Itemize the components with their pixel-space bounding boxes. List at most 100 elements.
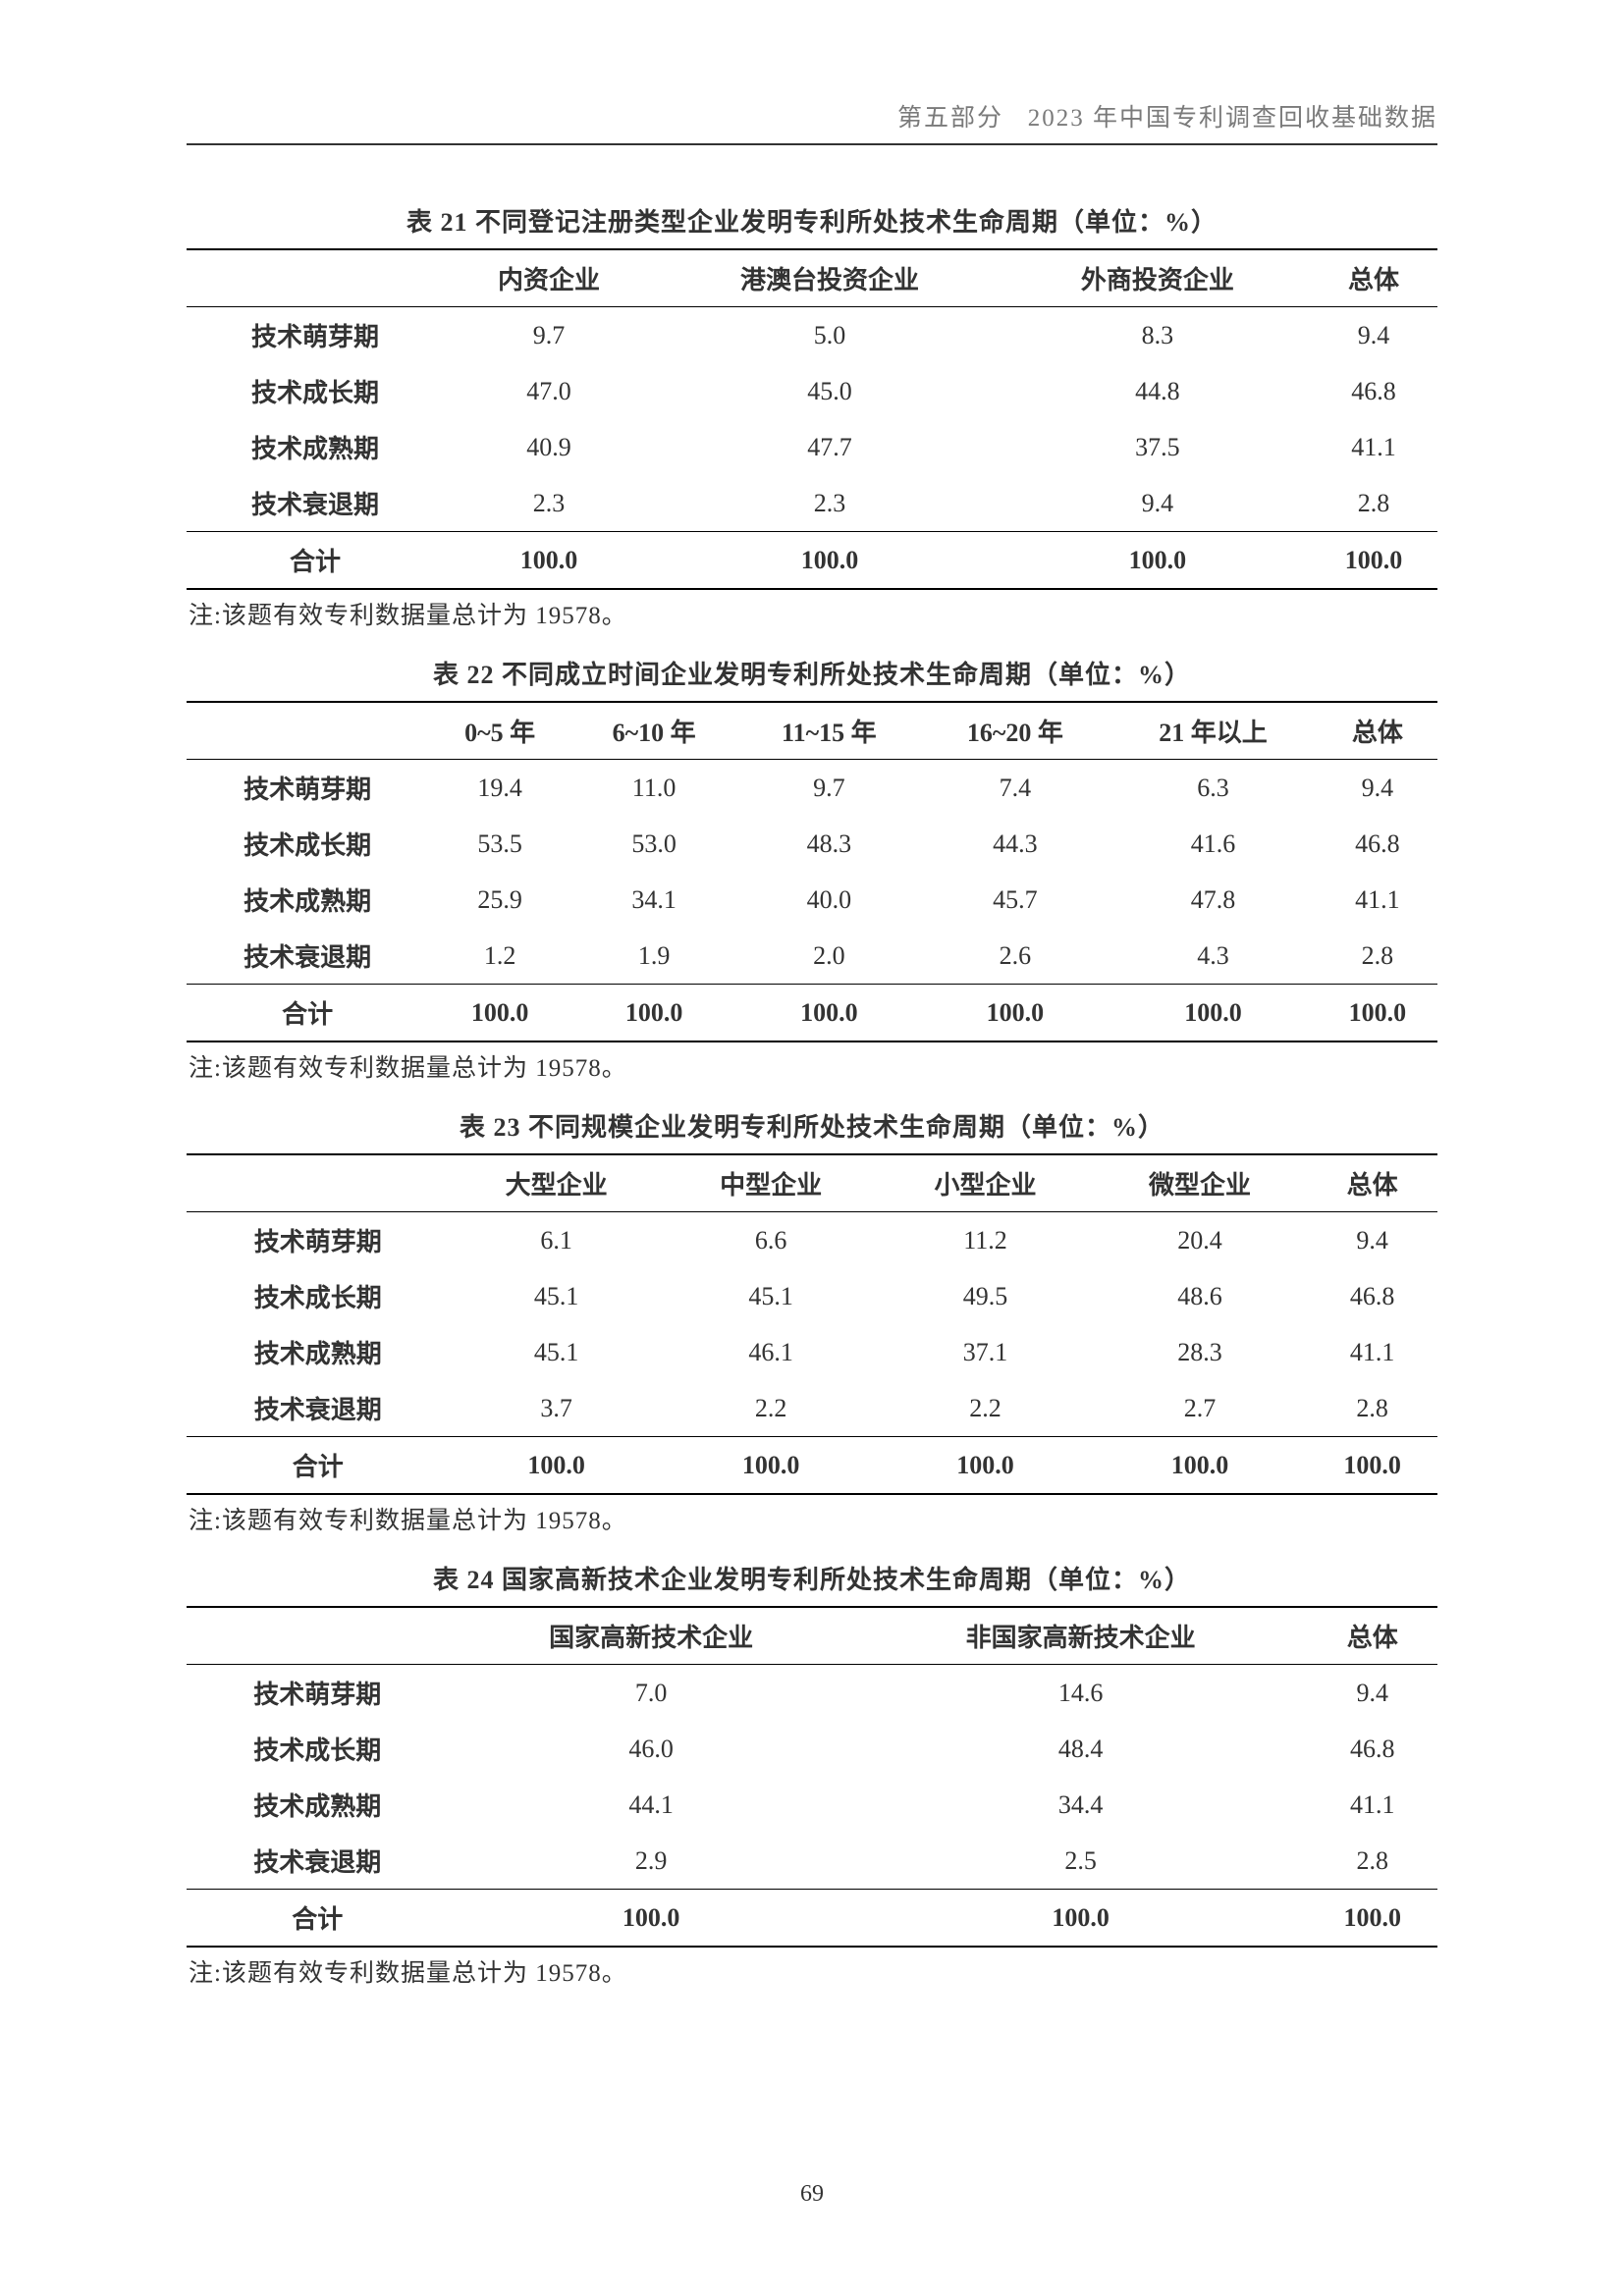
data-cell: 45.1 (449, 1324, 663, 1380)
data-cell: 5.0 (654, 307, 1005, 364)
data-cell: 25.9 (428, 872, 571, 928)
data-cell: 45.1 (449, 1268, 663, 1324)
data-cell: 2.8 (1318, 928, 1437, 985)
data-cell: 9.4 (1318, 760, 1437, 817)
data-cell: 2.5 (854, 1833, 1308, 1890)
data-cell: 7.4 (922, 760, 1110, 817)
data-cell: 44.1 (449, 1777, 854, 1833)
data-cell: 41.1 (1318, 872, 1437, 928)
data-cell: 9.7 (736, 760, 921, 817)
data-cell: 2.7 (1093, 1380, 1307, 1437)
row-label: 技术萌芽期 (187, 1212, 449, 1269)
table-21: 内资企业港澳台投资企业外商投资企业总体技术萌芽期9.75.08.39.4技术成长… (187, 248, 1437, 590)
data-cell: 100.0 (1093, 1437, 1307, 1495)
column-header: 港澳台投资企业 (654, 249, 1005, 307)
table-22-title: 表 22 不同成立时间企业发明专利所处技术生命周期（单位：%） (187, 655, 1437, 691)
column-header: 中型企业 (664, 1154, 878, 1212)
row-label: 技术成熟期 (187, 872, 428, 928)
row-label: 合计 (187, 532, 444, 590)
page-header: 第五部分 2023 年中国专利调查回收基础数据 (187, 98, 1437, 145)
column-header: 总体 (1310, 249, 1437, 307)
row-label: 合计 (187, 1890, 449, 1948)
data-cell: 20.4 (1093, 1212, 1307, 1269)
data-cell: 34.1 (571, 872, 736, 928)
data-cell: 4.3 (1109, 928, 1317, 985)
data-cell: 45.1 (664, 1268, 878, 1324)
data-cell: 100.0 (1307, 1437, 1437, 1495)
data-cell: 46.8 (1318, 816, 1437, 872)
data-cell: 9.4 (1308, 1665, 1437, 1722)
column-header: 总体 (1308, 1607, 1437, 1665)
data-cell: 2.3 (654, 475, 1005, 532)
data-cell: 47.8 (1109, 872, 1317, 928)
data-cell: 48.6 (1093, 1268, 1307, 1324)
data-cell: 100.0 (1318, 985, 1437, 1042)
data-cell: 7.0 (449, 1665, 854, 1722)
data-cell: 37.5 (1005, 419, 1310, 475)
row-label: 技术成熟期 (187, 1324, 449, 1380)
data-cell: 53.0 (571, 816, 736, 872)
data-cell: 100.0 (922, 985, 1110, 1042)
data-cell: 100.0 (878, 1437, 1092, 1495)
row-label: 技术萌芽期 (187, 307, 444, 364)
row-label: 技术萌芽期 (187, 760, 428, 817)
row-label: 合计 (187, 985, 428, 1042)
row-label: 技术衰退期 (187, 1380, 449, 1437)
data-cell: 100.0 (654, 532, 1005, 590)
data-cell: 9.4 (1310, 307, 1437, 364)
data-cell: 11.0 (571, 760, 736, 817)
data-cell: 8.3 (1005, 307, 1310, 364)
column-header (187, 702, 428, 760)
header-title: 2023 年中国专利调查回收基础数据 (1028, 105, 1437, 132)
table-24: 国家高新技术企业非国家高新技术企业总体技术萌芽期7.014.69.4技术成长期4… (187, 1606, 1437, 1948)
data-cell: 37.1 (878, 1324, 1092, 1380)
column-header (187, 1607, 449, 1665)
data-cell: 100.0 (571, 985, 736, 1042)
data-cell: 3.7 (449, 1380, 663, 1437)
row-label: 技术衰退期 (187, 1833, 449, 1890)
data-cell: 2.0 (736, 928, 921, 985)
data-cell: 46.8 (1310, 363, 1437, 419)
data-cell: 9.4 (1307, 1212, 1437, 1269)
data-cell: 100.0 (449, 1890, 854, 1948)
column-header (187, 249, 444, 307)
data-cell: 28.3 (1093, 1324, 1307, 1380)
column-header: 11~15 年 (736, 702, 921, 760)
data-cell: 2.9 (449, 1833, 854, 1890)
data-cell: 100.0 (1308, 1890, 1437, 1948)
row-label: 技术衰退期 (187, 475, 444, 532)
table-22: 0~5 年6~10 年11~15 年16~20 年21 年以上总体技术萌芽期19… (187, 701, 1437, 1042)
data-cell: 44.3 (922, 816, 1110, 872)
data-cell: 46.0 (449, 1721, 854, 1777)
data-cell: 19.4 (428, 760, 571, 817)
data-cell: 40.9 (444, 419, 654, 475)
data-cell: 53.5 (428, 816, 571, 872)
row-label: 技术成长期 (187, 1721, 449, 1777)
data-cell: 47.0 (444, 363, 654, 419)
data-cell: 2.8 (1308, 1833, 1437, 1890)
column-header: 大型企业 (449, 1154, 663, 1212)
data-cell: 100.0 (1109, 985, 1317, 1042)
data-cell: 46.8 (1307, 1268, 1437, 1324)
data-cell: 41.1 (1310, 419, 1437, 475)
row-label: 技术成长期 (187, 816, 428, 872)
data-cell: 100.0 (1310, 532, 1437, 590)
table-21-note: 注:该题有效专利数据量总计为 19578。 (189, 596, 1437, 631)
data-cell: 44.8 (1005, 363, 1310, 419)
data-cell: 41.1 (1308, 1777, 1437, 1833)
column-header: 0~5 年 (428, 702, 571, 760)
data-cell: 6.6 (664, 1212, 878, 1269)
column-header: 6~10 年 (571, 702, 736, 760)
data-cell: 48.3 (736, 816, 921, 872)
data-cell: 14.6 (854, 1665, 1308, 1722)
row-label: 合计 (187, 1437, 449, 1495)
table-23-note: 注:该题有效专利数据量总计为 19578。 (189, 1501, 1437, 1536)
data-cell: 1.2 (428, 928, 571, 985)
table-23: 大型企业中型企业小型企业微型企业总体技术萌芽期6.16.611.220.49.4… (187, 1153, 1437, 1495)
data-cell: 9.7 (444, 307, 654, 364)
data-cell: 46.1 (664, 1324, 878, 1380)
column-header (187, 1154, 449, 1212)
data-cell: 34.4 (854, 1777, 1308, 1833)
column-header: 小型企业 (878, 1154, 1092, 1212)
column-header: 21 年以上 (1109, 702, 1317, 760)
